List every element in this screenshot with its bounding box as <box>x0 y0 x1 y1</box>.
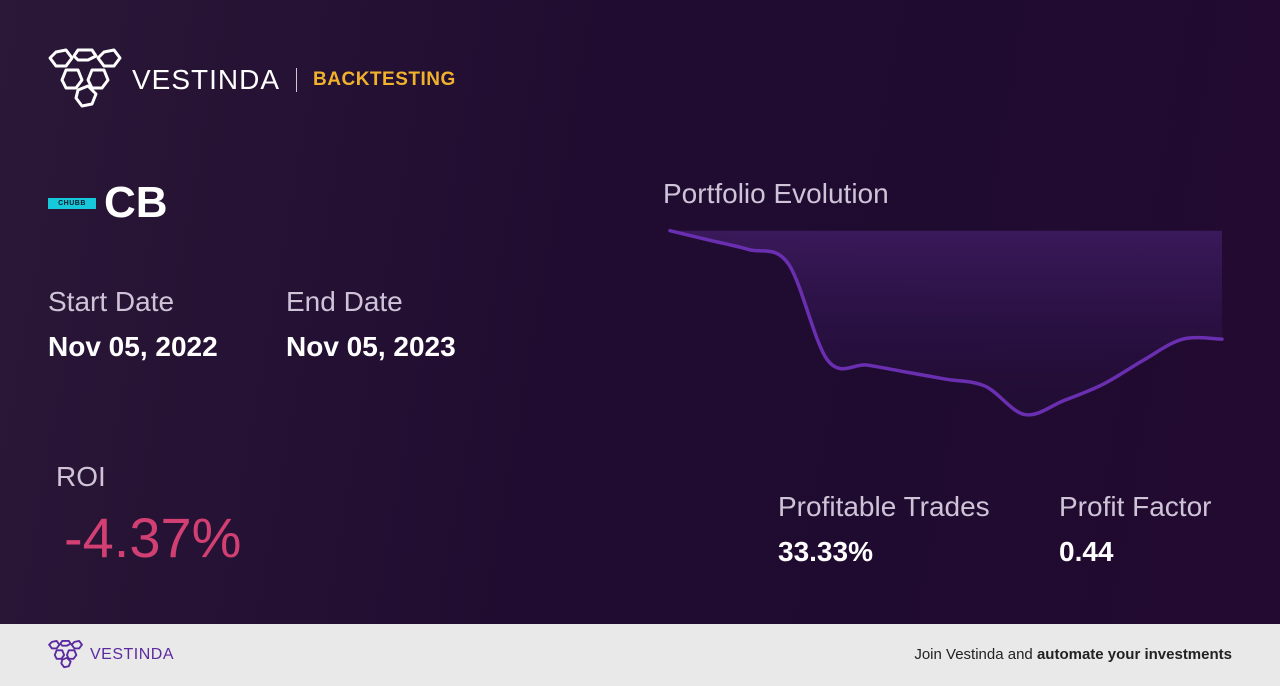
portfolio-area <box>670 230 1222 415</box>
end-date-value: Nov 05, 2023 <box>286 331 456 362</box>
start-date-value: Nov 05, 2022 <box>48 331 218 362</box>
chart-title: Portfolio Evolution <box>663 178 889 209</box>
start-date-label: Start Date <box>48 286 175 317</box>
roi-value: -4.37% <box>64 506 242 569</box>
portfolio-evolution-chart <box>668 228 1224 417</box>
profit-factor-label: Profit Factor <box>1059 491 1212 522</box>
footer-vestinda-logo-icon <box>48 640 83 669</box>
ticker-symbol: CB <box>104 178 168 227</box>
roi-label: ROI <box>56 461 106 492</box>
footer-cta-prefix: Join Vestinda and <box>914 646 1037 663</box>
backtest-card: VESTINDA BACKTESTING CHUBB CB Start Date… <box>48 48 1224 569</box>
brand-separator <box>296 68 298 92</box>
asset-ticker: CHUBB CB <box>48 178 168 228</box>
vestinda-logo-icon <box>48 48 122 108</box>
brand-header: VESTINDA BACKTESTING <box>48 48 456 112</box>
chubb-logo-icon: CHUBB <box>48 197 96 209</box>
footer-cta[interactable]: Join Vestinda and automate your investme… <box>914 646 1232 663</box>
profit-factor-value: 0.44 <box>1059 536 1114 567</box>
end-date-label: End Date <box>286 286 403 317</box>
profitable-trades-label: Profitable Trades <box>778 491 990 522</box>
profitable-trades-value: 33.33% <box>778 536 873 567</box>
brand-name: VESTINDA <box>132 64 281 95</box>
footer-brand-name: VESTINDA <box>90 646 175 663</box>
brand-tag: BACKTESTING <box>313 69 456 90</box>
portfolio-line <box>668 228 1224 417</box>
footer-bar: VESTINDA Join Vestinda and automate your… <box>0 624 1280 686</box>
footer-brand[interactable]: VESTINDA <box>48 640 174 670</box>
footer-cta-bold: automate your investments <box>1036 646 1232 663</box>
chubb-logo-text: CHUBB <box>58 199 86 207</box>
